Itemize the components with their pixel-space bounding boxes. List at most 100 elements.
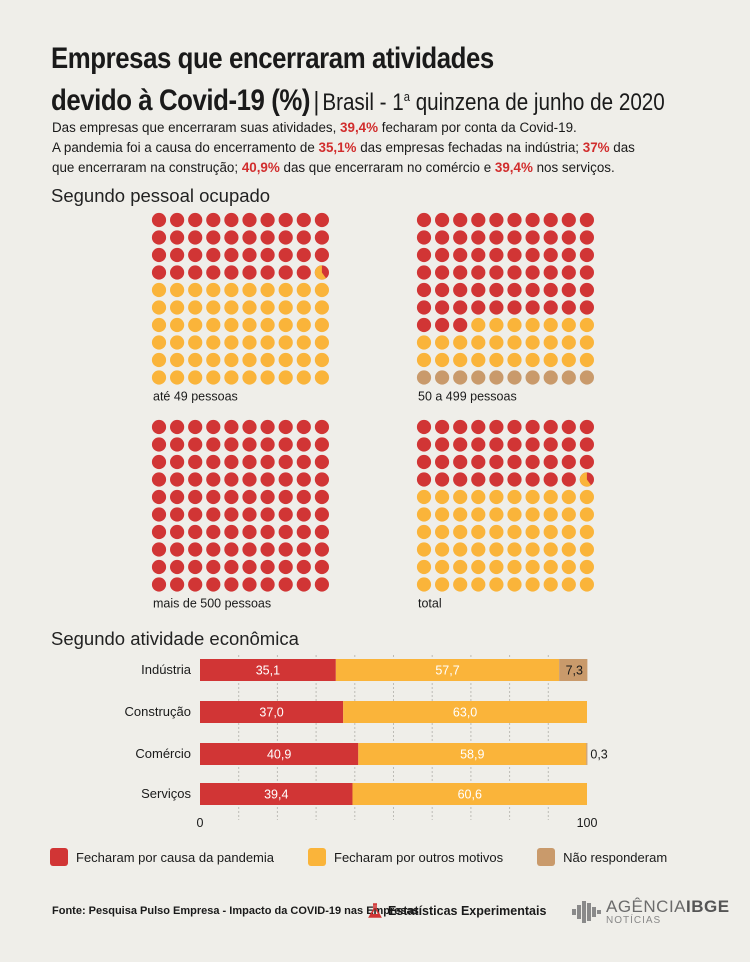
waffle-dot (278, 335, 293, 350)
intro-line-2: A pandemia foi a causa do encerramento d… (52, 138, 635, 158)
waffle-dot (242, 317, 257, 333)
waffle-dot (151, 370, 167, 385)
waffle-dot (435, 300, 450, 315)
category-label: Construção (125, 704, 191, 719)
waffle-dot (188, 577, 203, 592)
waffle-dot (278, 247, 293, 263)
waffle-dot (170, 300, 185, 315)
waffle-dot (543, 300, 558, 315)
waffle-dot (296, 559, 311, 575)
waffle-dot (151, 542, 167, 557)
data-label: 60,6 (458, 788, 482, 802)
waffle-dot (242, 370, 257, 385)
waffle-dot (170, 437, 185, 452)
waffle-dot (561, 212, 576, 228)
intro-highlight: 35,1% (318, 140, 357, 155)
waffle-dot (453, 352, 468, 368)
waffle-dot (543, 352, 558, 368)
waffle-dot (489, 542, 504, 557)
waffle-dot (561, 317, 576, 333)
bar-segment (343, 701, 587, 723)
waffle-dot (525, 352, 540, 368)
category-label: Serviços (141, 786, 191, 801)
waffle-dot (188, 472, 203, 487)
waffle-dot (525, 419, 540, 435)
waffle-dot (453, 489, 468, 505)
legend-label-pandemic: Fecharam por causa da pandemia (76, 849, 275, 865)
waffle-dot (453, 230, 468, 245)
flask-icon (368, 903, 382, 918)
waffle-dot (525, 300, 540, 315)
waffle-dot (206, 577, 221, 592)
waffle-dot (435, 559, 450, 575)
waffle-dot (151, 247, 167, 263)
waffle-dot (579, 282, 595, 298)
waffle-dot (525, 265, 540, 280)
waffle-dot (314, 282, 329, 298)
waffle-dot (561, 472, 576, 487)
waffle-dot (471, 370, 486, 385)
waffle-dot (260, 247, 275, 263)
waffle-dot (242, 265, 257, 280)
waffle-dot (561, 454, 576, 470)
waffle-dot (314, 419, 329, 435)
waffle-dot (453, 472, 468, 487)
waffle-dot (543, 472, 558, 487)
waffle-dot (278, 542, 293, 557)
waffle-dot (206, 230, 221, 245)
intro-text-span: que encerraram na construção; (52, 160, 242, 175)
waffle-dot (314, 489, 329, 505)
waffle-dot (507, 419, 522, 435)
waffle-dot (206, 370, 221, 385)
waffle-dot (260, 282, 275, 298)
waffle-dot (206, 454, 221, 470)
waffle-dot (260, 370, 275, 385)
waffle-dot (525, 507, 540, 522)
waffle-dot (489, 370, 504, 385)
waffle-dot (525, 335, 540, 350)
waffle-dot (296, 524, 311, 540)
data-label: 63,0 (453, 706, 477, 720)
waffle-dot (507, 212, 522, 228)
data-label: 58,9 (460, 748, 484, 762)
waffle-charts: até 49 pessoas 50 a 499 pessoas mais de 50… (151, 212, 595, 611)
waffle-dot (260, 317, 275, 333)
waffle-dot (489, 507, 504, 522)
waffle-dot (453, 454, 468, 470)
waffle-dot (489, 559, 504, 575)
waffle-dot (242, 437, 257, 452)
waffle-dot (453, 247, 468, 263)
waffle-dot (260, 265, 275, 280)
waffle-dot (579, 437, 595, 452)
waffle-dot (561, 265, 576, 280)
waffle-dot (242, 489, 257, 505)
waffle-dot (278, 317, 293, 333)
category-label: Indústria (141, 662, 192, 677)
bar-row: Comércio 40,9 58,9 0,3 (135, 743, 608, 765)
intro-highlight: 39,4% (494, 160, 533, 175)
waffle-dot (151, 282, 167, 298)
waffle-dot (242, 454, 257, 470)
subtitle-rest: quinzena de junho de 2020 (409, 89, 665, 116)
waffle-dot (416, 335, 432, 350)
title-line-2-text: devido à Covid-19 (%) (51, 84, 311, 117)
waffle-dot (296, 542, 311, 557)
waffle-dot (471, 419, 486, 435)
bar-segment (352, 783, 587, 805)
experimental-stats-label: Estatísticas Experimentais (388, 904, 547, 918)
waffle-dot (206, 437, 221, 452)
waffle-label: total (418, 597, 442, 611)
waffle-dot (453, 437, 468, 452)
waffle-dot (314, 437, 329, 452)
waffle-dot (543, 542, 558, 557)
waffle-dot (489, 489, 504, 505)
waffle-dot (260, 335, 275, 350)
waffle-dot (579, 507, 595, 522)
waffle-dot (224, 542, 239, 557)
waffle-dot (579, 524, 595, 540)
waffle-dot (296, 247, 311, 263)
waffle-dot (296, 454, 311, 470)
waffle-dot (188, 437, 203, 452)
waffle-dot (224, 352, 239, 368)
waffle-dot (543, 212, 558, 228)
